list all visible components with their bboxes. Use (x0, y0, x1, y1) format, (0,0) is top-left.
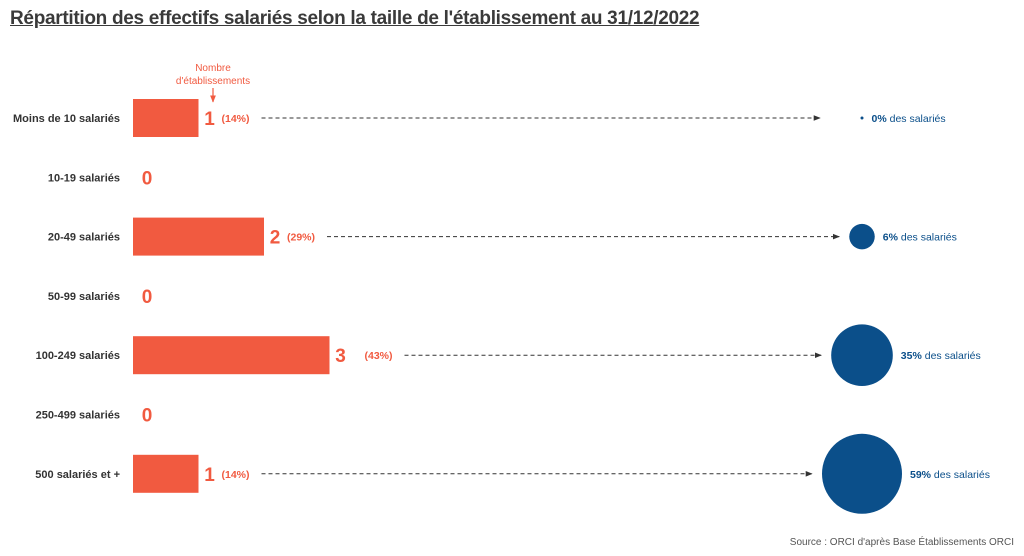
establishment-share-label: (14%) (222, 113, 250, 125)
establishment-share-label: (29%) (287, 232, 315, 244)
category-label: Moins de 10 salariés (13, 113, 120, 125)
employee-share-label: 6% des salariés (883, 232, 957, 244)
bar (133, 99, 199, 137)
bar-value-label: 0 (142, 287, 153, 308)
bar-value-label: 3 (335, 346, 346, 367)
employee-share-bubble (831, 324, 893, 387)
employee-share-bubble (860, 116, 864, 120)
category-label: 250-499 salariés (36, 410, 120, 422)
employee-share-bubble (849, 223, 875, 250)
category-label: 50-99 salariés (48, 291, 120, 303)
employee-share-label: 35% des salariés (901, 350, 981, 362)
bar-value-label: 1 (204, 465, 215, 486)
establishment-share-label: (43%) (365, 350, 393, 362)
category-label: 20-49 salariés (48, 232, 120, 244)
category-label: 10-19 salariés (48, 172, 120, 184)
bar-value-label: 2 (270, 228, 281, 249)
annotation-line-2: d'établissements (176, 76, 250, 87)
category-label: 100-249 salariés (36, 350, 120, 362)
source-note: Source : ORCI d'après Base Établissement… (789, 537, 1014, 548)
bar-value-label: 0 (142, 406, 153, 427)
bar-value-label: 1 (204, 109, 215, 130)
category-label: 500 salariés et + (35, 469, 120, 481)
establishment-share-label: (14%) (222, 469, 250, 481)
bar (133, 454, 199, 493)
bar (133, 217, 264, 256)
bar-value-label: 0 (142, 168, 153, 189)
annotation-line-1: Nombre (195, 63, 231, 74)
employee-share-label: 59% des salariés (910, 469, 990, 481)
bar (133, 336, 330, 375)
employee-share-bubble (822, 433, 902, 514)
employee-share-label: 0% des salariés (872, 113, 946, 125)
chart-title: Répartition des effectifs salariés selon… (10, 8, 700, 29)
